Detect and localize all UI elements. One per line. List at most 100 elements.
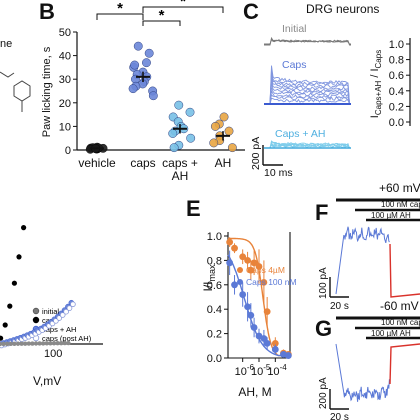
panel-e-x-tick-label-2: 10-4 xyxy=(267,363,287,378)
panel-d-initial-point-13 xyxy=(44,341,49,346)
panel-e-point-1-8 xyxy=(263,339,271,347)
panel-c-ratio-tick-label-4: 0.2 xyxy=(389,101,404,113)
panel-d-initial-point-1 xyxy=(1,341,6,347)
panel-c-title: DRG neurons xyxy=(306,2,379,16)
panel-g-trace-red xyxy=(389,343,420,385)
panel-f-trace xyxy=(335,226,420,298)
panel-letter-c: C xyxy=(243,0,259,24)
ratio-label-i1: I xyxy=(369,115,381,118)
panel-b-significance-1: * xyxy=(180,0,186,10)
panel-e-y-tick-label-5: 1.0 xyxy=(207,231,222,243)
panel-e-legend-label-1: Caps 100 nM xyxy=(246,277,297,287)
panel-f-scale-time: 20 s xyxy=(330,301,349,312)
panel-b-point-3-6 xyxy=(209,138,219,148)
panel-c-ratio-axis: ICaps+AH / ICaps xyxy=(369,38,411,126)
panel-g-scale-time: 20 s xyxy=(330,412,349,420)
panel-letter-b: B xyxy=(39,0,55,24)
panel-b-y-tick-label-1: 10 xyxy=(59,121,71,133)
panel-d-caps-point-3 xyxy=(7,303,13,309)
panel-e-point-1-1 xyxy=(231,281,238,289)
panel-d-caps-post-ah-point-21 xyxy=(70,301,76,308)
panel-e-x-tick-exp-0: -6 xyxy=(247,363,255,372)
panel-d-initial-point-15 xyxy=(51,341,57,346)
panel-d-initial-point-5 xyxy=(15,341,21,346)
trace-caps-ah-5 xyxy=(264,140,351,149)
panel-e-y-label-main: I/I xyxy=(201,282,215,292)
panel-e-x-tick-base-2: 10 xyxy=(267,366,279,378)
panel-b-category-3: AH xyxy=(215,156,232,170)
panel-b-y-label: Paw licking time, s xyxy=(41,46,53,137)
panel-b-y-tick-label-2: 20 xyxy=(59,98,71,110)
panel-e-point-0-5 xyxy=(250,259,258,267)
panel-b-bracket-2 xyxy=(142,20,181,26)
panel-e-y-tick-label-3: 0.6 xyxy=(207,280,222,292)
panel-e-point-0-2 xyxy=(239,253,247,261)
panel-b-point-3-2 xyxy=(210,121,220,131)
panel-e-point-0-3 xyxy=(244,257,251,264)
panel-e-x-tick-label-1: 10-5 xyxy=(251,363,271,378)
panel-c-scale-time: 10 ms xyxy=(264,167,293,179)
panel-d-x-label: V,mV xyxy=(33,374,61,388)
trace-caps-9 xyxy=(264,65,351,105)
panel-e-point-0-8 xyxy=(263,308,271,316)
panel-f-voltage: +60 mV xyxy=(379,181,420,195)
panel-b-significance-2: * xyxy=(159,7,165,24)
panel-b-category-1: caps xyxy=(130,156,155,170)
panel-d-initial-point-0 xyxy=(0,341,3,347)
panel-e-point-1-0 xyxy=(226,259,234,267)
panel-f-scale-current: 100 pA xyxy=(318,267,329,299)
panel-c-ratio-tick-label-3: 0.4 xyxy=(389,86,404,98)
panel-b-point-3-0 xyxy=(219,112,229,122)
panel-b-category-line-1-0: caps xyxy=(130,156,155,170)
trace-label-initial: Initial xyxy=(282,23,307,35)
panel-e-x-tick-exp-2: -4 xyxy=(280,363,288,372)
panel-b-point-2-8 xyxy=(186,133,196,143)
panel-e-y-tick-label-1: 0.2 xyxy=(207,329,222,341)
panel-d-initial-point-19 xyxy=(66,340,71,346)
panel-g-cap-label: 100 nM cap xyxy=(381,318,420,327)
panel-e-x-tick-label-0: 10-6 xyxy=(235,363,255,378)
panel-d-initial-point-4 xyxy=(12,341,17,346)
panel-d-initial-point-17 xyxy=(59,340,64,346)
panel-b-bracket-0 xyxy=(96,13,144,20)
panel-c-ratio-tick-label-0: 1.0 xyxy=(389,39,404,51)
panel-b-point-1-13 xyxy=(148,91,158,101)
panel-f-trace-red xyxy=(389,243,420,298)
panel-f-cap-label: 100 nM cap xyxy=(381,200,420,209)
panel-d-initial-point-2 xyxy=(5,341,10,347)
panel-b-point-2-10 xyxy=(169,143,179,153)
panel-b-point-1-1 xyxy=(144,48,154,58)
panel-d-initial-point-8 xyxy=(26,341,31,346)
panel-d-initial-point-9 xyxy=(30,341,35,346)
panel-d-caps-post-ah-point-20 xyxy=(66,305,73,311)
panel-d-legend-marker-1 xyxy=(32,316,40,324)
panel-e-y-tick-label-0: 0.0 xyxy=(207,353,222,365)
panel-e-point-1-3 xyxy=(244,303,251,311)
panel-d-legend-label-2: caps + AH xyxy=(42,325,76,334)
panel-d-initial-point-7 xyxy=(23,341,28,346)
panel-d-initial-point-11 xyxy=(37,341,42,346)
panel-e-legend-label-0: Caps 4µM xyxy=(246,265,285,275)
panel-d-legend-label-0: initial xyxy=(42,307,59,316)
panel-c-ratio-tick-label-1: 0.8 xyxy=(389,55,404,67)
panel-d-caps-point-6 xyxy=(21,225,27,231)
panel-c-ratio-ticks: 1.0 0.8 0.6 0.4 0.2 0.0 xyxy=(389,39,410,129)
panel-b-point-1-0 xyxy=(133,41,143,51)
panel-b-category-line-3-0: AH xyxy=(215,156,232,170)
panel-b-bracket-1 xyxy=(142,6,224,13)
panel-e-point-0-6 xyxy=(255,263,263,270)
panel-letter-f: F xyxy=(315,200,328,225)
ratio-label-sep: / I xyxy=(369,68,381,80)
trace-caps-4 xyxy=(264,83,351,105)
trace-label-caps-ah: Caps + AH xyxy=(275,128,326,140)
panel-d-initial-point-18 xyxy=(62,340,67,346)
panel-e-point-0-1 xyxy=(231,244,238,252)
panel-e-point-1-11 xyxy=(284,352,292,359)
panel-g-trace xyxy=(335,343,420,402)
panel-e-point-0-9 xyxy=(271,339,279,347)
trace-caps-1 xyxy=(264,93,351,105)
panel-c-ratio-tick-label-2: 0.6 xyxy=(389,70,404,82)
panel-g-trace-blue xyxy=(335,343,390,402)
panel-g-scale-current: 200 pA xyxy=(318,377,329,409)
panel-d-caps-post-ah-point-17 xyxy=(56,315,63,321)
